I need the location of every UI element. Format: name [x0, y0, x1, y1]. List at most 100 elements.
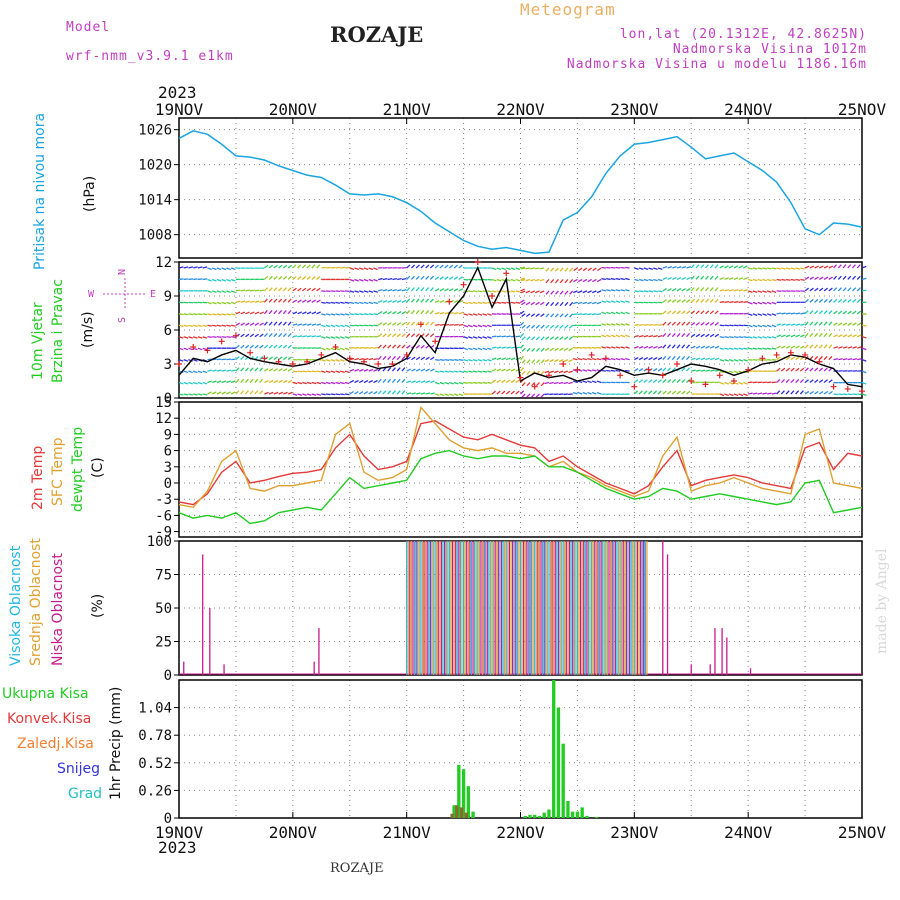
wind-gust-marker	[859, 388, 865, 395]
wind-arrow	[667, 265, 673, 269]
precip-total-bar	[542, 812, 546, 818]
precip-total-bar	[537, 815, 542, 818]
wind-arrow	[615, 266, 621, 269]
wind-arrow	[501, 346, 507, 349]
wind-arrow	[766, 301, 772, 305]
wind-arrow	[316, 276, 321, 280]
wind-arrow	[809, 321, 814, 326]
wind-arrow	[676, 265, 682, 269]
wind-arrow	[653, 278, 658, 282]
wind-arrow	[700, 310, 705, 315]
wind-arrow	[695, 357, 701, 361]
wind-arrow	[601, 300, 607, 303]
wind-arrow	[207, 278, 212, 282]
wind-arrow	[377, 390, 382, 395]
wind-gust-marker	[617, 372, 624, 379]
wind-arrow	[766, 290, 772, 293]
wind-arrow	[620, 277, 625, 281]
wind-gust-marker	[460, 281, 467, 288]
wind-arrow	[531, 347, 536, 352]
wind-arrow	[278, 344, 283, 349]
wind-arrow	[852, 310, 857, 315]
wind-arrow	[273, 333, 278, 338]
wind-arrow	[297, 276, 302, 280]
wind-arrow	[610, 266, 616, 269]
wind-arrow	[387, 344, 392, 349]
wind-arrow	[568, 347, 574, 352]
wind-arrow	[373, 379, 378, 384]
wind-arrow	[738, 301, 744, 304]
wind-arrow	[686, 367, 691, 372]
wind-arrow	[244, 367, 249, 372]
wind-arrow	[525, 290, 531, 294]
wind-arrow	[610, 300, 616, 303]
wind-arrow	[582, 357, 588, 361]
wind-arrow	[368, 278, 374, 282]
wind-arrow	[521, 370, 526, 375]
wind-arrow	[453, 311, 459, 315]
wind-arrow	[748, 267, 753, 270]
wind-arrow	[410, 333, 416, 338]
wind-arrow	[244, 378, 249, 383]
wind-arrow	[515, 379, 520, 384]
wind-arrow	[287, 264, 293, 269]
wind-arrow	[254, 289, 260, 292]
wind-arrow	[482, 370, 488, 373]
wind-arrow	[197, 336, 203, 339]
wind-arrow	[540, 313, 545, 318]
wind-arrow	[264, 391, 269, 395]
wind-arrow	[368, 313, 374, 316]
wind-arrow	[382, 288, 388, 292]
wind-arrow	[325, 347, 331, 351]
wind-arrow	[354, 301, 360, 305]
wind-arrow	[587, 290, 592, 294]
wind-arrow	[724, 347, 729, 350]
wind-arrow	[587, 301, 592, 305]
wind-arrow	[545, 313, 550, 318]
wind-arrow	[282, 368, 288, 372]
wind-arrow	[359, 290, 364, 293]
wind-arrow	[330, 266, 336, 269]
wind-arrow	[762, 336, 767, 339]
wind-gust-marker	[659, 372, 666, 379]
wind-arrow	[521, 301, 526, 306]
wind-arrow	[226, 324, 231, 327]
wind-arrow	[268, 344, 273, 349]
wind-arrow	[321, 336, 326, 339]
wind-arrow	[520, 344, 525, 349]
wind-arrow	[686, 299, 691, 303]
wind-arrow	[197, 266, 203, 269]
wind-gust-marker	[574, 366, 581, 373]
wind-arrow	[463, 359, 469, 362]
wind-arrow	[686, 276, 691, 281]
wind-arrow	[463, 370, 469, 373]
wind-arrow	[634, 334, 639, 338]
wind-arrow	[292, 370, 298, 373]
wind-arrow	[861, 265, 867, 269]
wind-arrow	[521, 347, 526, 352]
wind-arrow	[520, 278, 526, 282]
wind-barbs	[178, 264, 867, 398]
wind-arrow	[757, 301, 763, 305]
wind-arrow	[790, 390, 795, 395]
wind-arrow	[771, 301, 777, 305]
wind-arrow	[852, 334, 857, 338]
precip-total-bar	[457, 764, 461, 818]
wind-arrow	[771, 358, 777, 361]
wind-arrow	[553, 381, 559, 385]
wind-arrow	[847, 346, 853, 349]
wind-arrow	[724, 277, 729, 281]
wind-arrow	[652, 390, 658, 395]
wind-arrow	[757, 278, 763, 282]
wind-gust-marker	[218, 338, 225, 345]
wind-arrow	[615, 334, 621, 338]
wind-arrow	[453, 288, 459, 292]
wind-arrow	[544, 347, 550, 352]
wind-arrow	[828, 379, 833, 384]
wind-arrow	[226, 267, 231, 271]
wind-arrow	[496, 357, 502, 361]
wind-arrow	[705, 310, 710, 315]
wind-arrow	[477, 359, 483, 362]
wind-arrow	[767, 347, 772, 350]
wind-arrow	[211, 391, 217, 395]
